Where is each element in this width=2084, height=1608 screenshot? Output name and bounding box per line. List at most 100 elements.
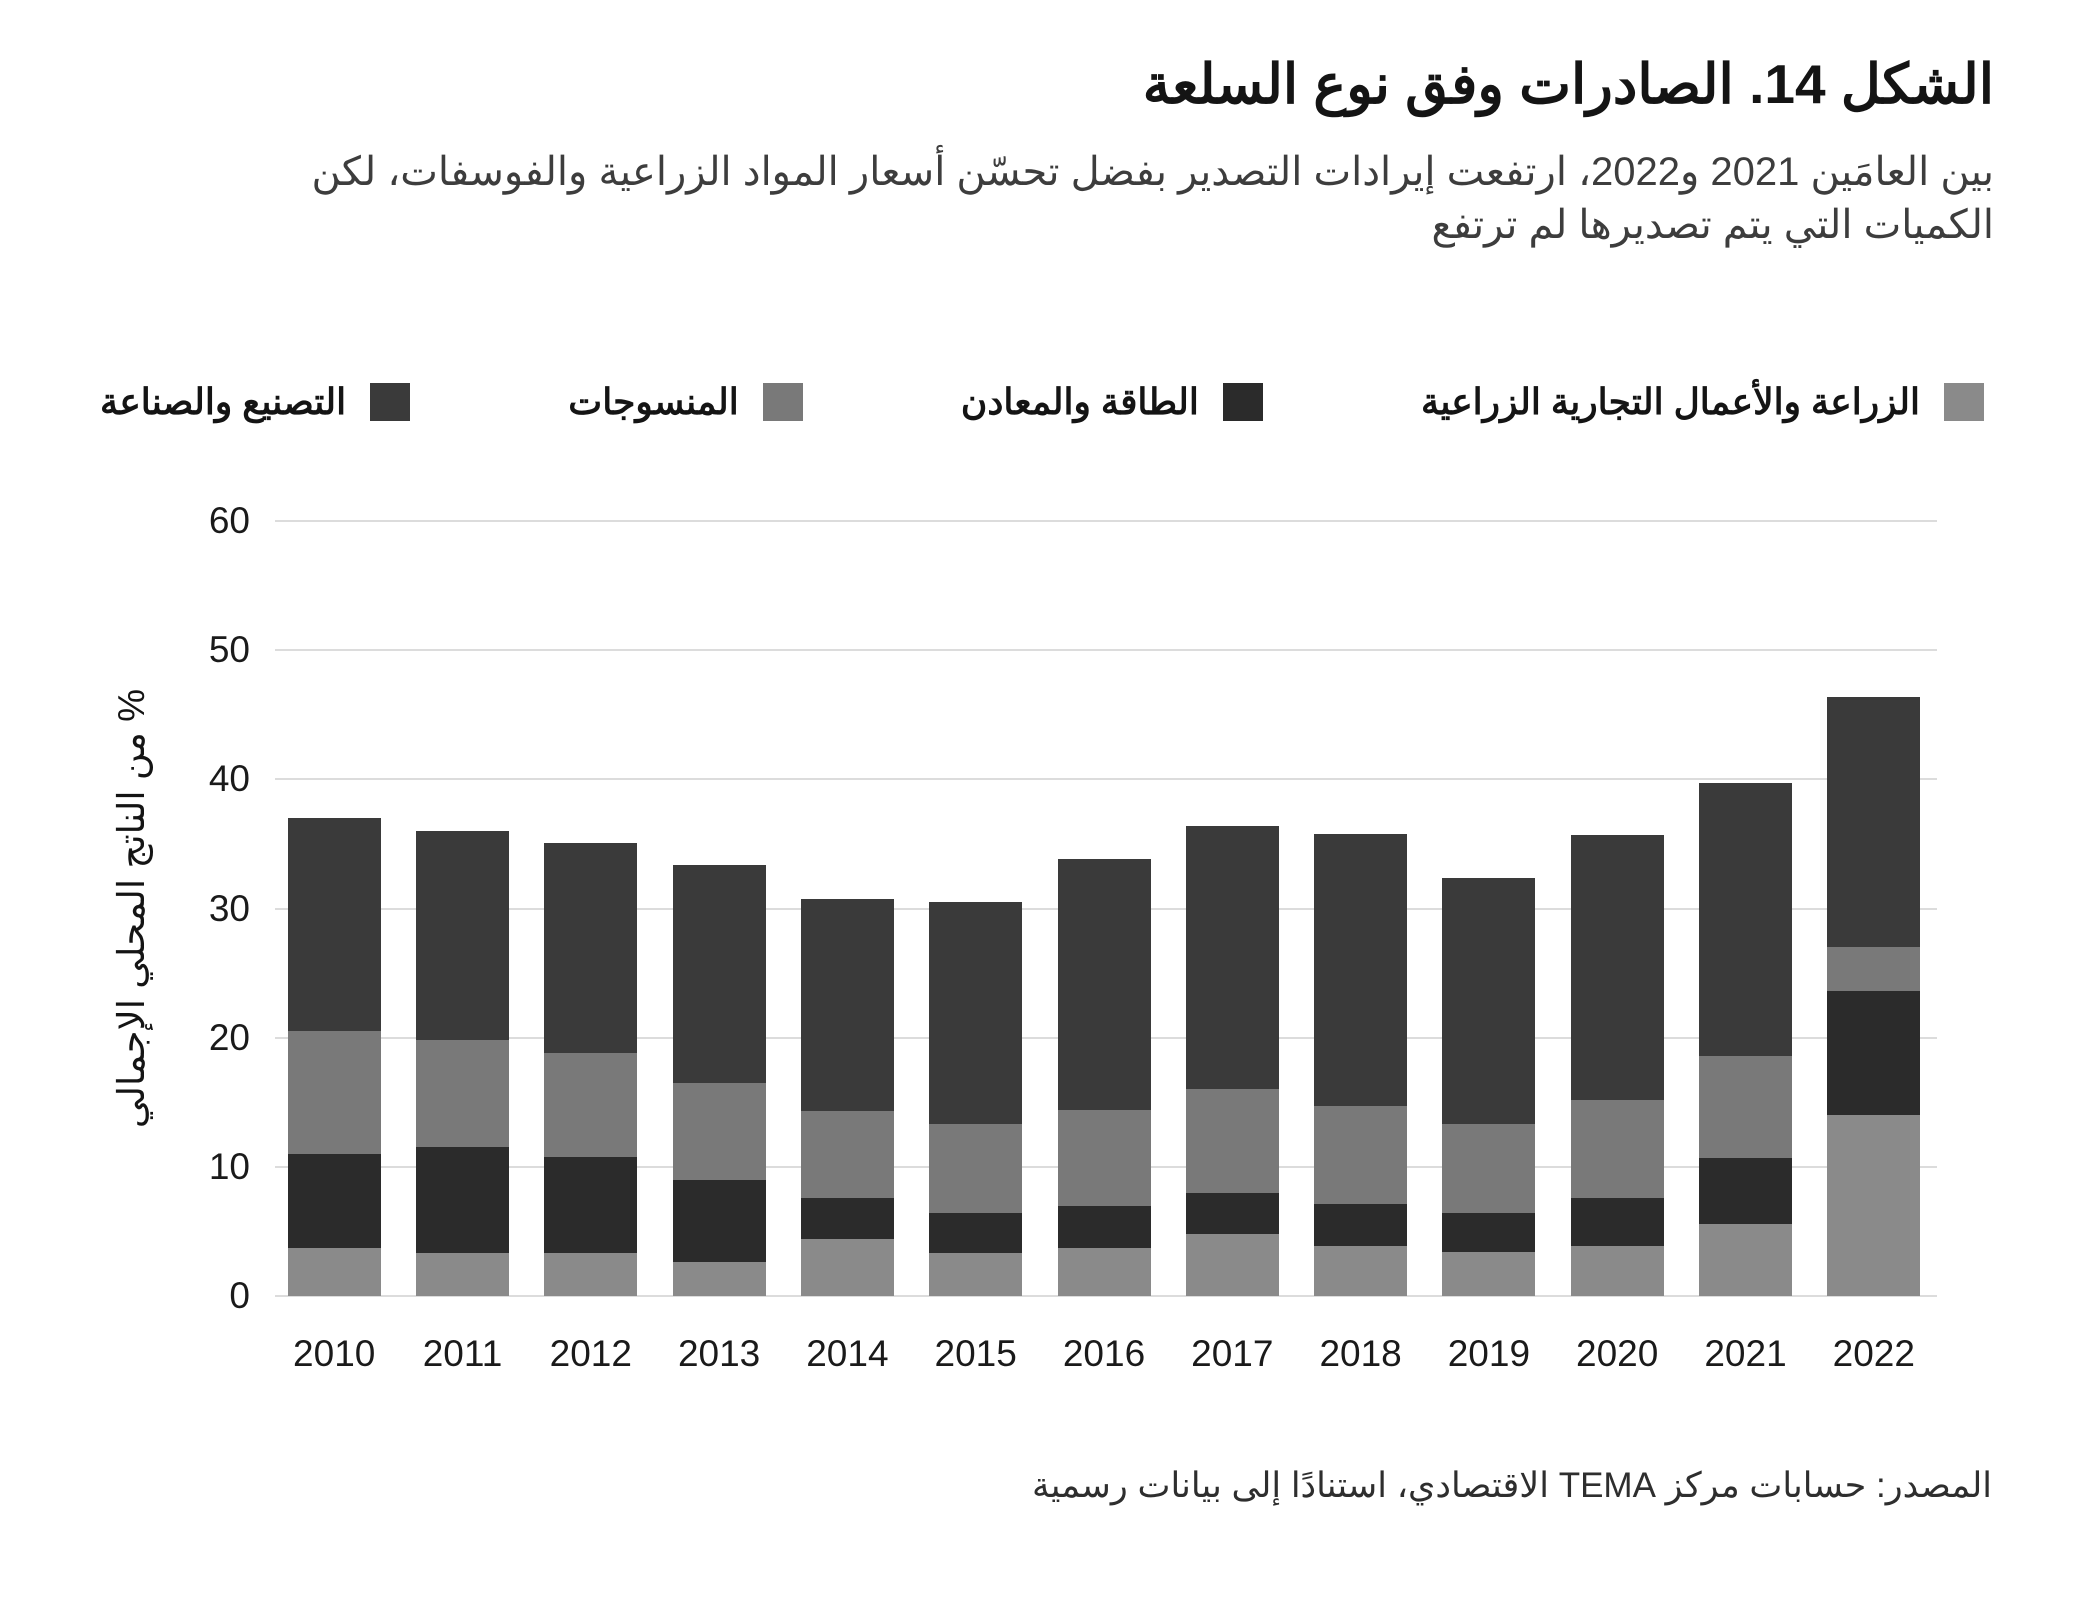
bar-segment-manufacturing-2022 [1827, 696, 1921, 948]
x-axis-tick-label-2018: 2018 [1319, 1333, 1402, 1374]
x-axis-tick-label-2021: 2021 [1704, 1333, 1787, 1374]
bar-segment-energy-minerals-2010 [287, 1153, 381, 1249]
bar-segment-energy-minerals-2020 [1570, 1197, 1664, 1246]
gridline-y-40 [275, 778, 1937, 781]
legend-label-textiles: المنسوجات [568, 381, 739, 422]
bar-2022 [1827, 696, 1921, 1296]
x-axis-tick-label-2020: 2020 [1576, 1333, 1659, 1374]
x-axis-tick-label-2014: 2014 [806, 1333, 889, 1374]
bar-segment-agriculture-2010 [287, 1248, 381, 1296]
bar-segment-agriculture-2018 [1314, 1245, 1408, 1296]
x-axis-tick-label-2013: 2013 [677, 1333, 761, 1374]
bar-segment-energy-minerals-2016 [1057, 1205, 1151, 1249]
bar-2020 [1570, 834, 1664, 1296]
bar-segment-textiles-2019 [1442, 1124, 1536, 1214]
bar-segment-textiles-2020 [1570, 1099, 1664, 1198]
bar-segment-manufacturing-2017 [1185, 825, 1279, 1090]
bar-segment-energy-minerals-2017 [1185, 1192, 1279, 1234]
legend-item-agriculture: الزراعة والأعمال التجارية الزراعية [1421, 381, 1984, 423]
x-axis-tick-label-2022: 2022 [1832, 1333, 1915, 1374]
bar-segment-textiles-2021 [1699, 1055, 1792, 1158]
legend-item-manufacturing: التصنيع والصناعة [100, 381, 411, 423]
bar-segment-agriculture-2019 [1442, 1252, 1536, 1296]
bar-segment-agriculture-2015 [929, 1253, 1023, 1296]
bar-segment-energy-minerals-2019 [1442, 1213, 1536, 1253]
bar-2011 [416, 831, 509, 1296]
bar-segment-manufacturing-2020 [1570, 834, 1664, 1100]
legend-swatch-energy-minerals [1222, 383, 1263, 421]
bar-segment-agriculture-2020 [1570, 1245, 1664, 1296]
bar-segment-agriculture-2017 [1185, 1234, 1279, 1296]
legend: الزراعة والأعمال التجارية الزراعية الطاقة… [100, 381, 1984, 423]
bar-segment-agriculture-2022 [1827, 1115, 1921, 1296]
y-axis-tick-label-0: 0 [229, 1275, 250, 1316]
bar-segment-textiles-2015 [929, 1124, 1023, 1214]
bar-2018 [1314, 833, 1408, 1296]
bar-segment-energy-minerals-2014 [800, 1197, 894, 1240]
y-axis-tick-label-40: 40 [208, 758, 250, 800]
bar-segment-energy-minerals-2021 [1699, 1157, 1792, 1224]
legend-item-textiles: المنسوجات [568, 381, 803, 423]
x-axis-tick-label-2012: 2012 [549, 1333, 632, 1374]
bar-2010 [287, 818, 381, 1296]
bar-segment-textiles-2014 [800, 1111, 894, 1198]
bar-segment-manufacturing-2014 [800, 899, 894, 1112]
gridline-y-50 [275, 649, 1937, 652]
bar-segment-textiles-2022 [1827, 947, 1921, 992]
bar-segment-agriculture-2013 [672, 1262, 766, 1296]
bar-segment-energy-minerals-2013 [672, 1179, 766, 1263]
x-axis-tick-label-2010: 2010 [293, 1333, 376, 1374]
bar-segment-agriculture-2014 [800, 1239, 894, 1296]
bar-segment-textiles-2010 [287, 1031, 381, 1154]
bar-segment-energy-minerals-2018 [1314, 1204, 1408, 1246]
bar-2021 [1699, 783, 1792, 1296]
bar-segment-agriculture-2021 [1699, 1223, 1792, 1296]
y-axis-tick-label-10: 10 [208, 1145, 250, 1187]
bar-segment-manufacturing-2015 [929, 902, 1023, 1125]
bar-segment-manufacturing-2018 [1314, 833, 1408, 1107]
bar-segment-agriculture-2012 [544, 1253, 638, 1296]
legend-label-energy-minerals: الطاقة والمعادن [960, 381, 1199, 422]
legend-label-agriculture: الزراعة والأعمال التجارية الزراعية [1421, 381, 1920, 422]
bar-segment-textiles-2018 [1314, 1106, 1408, 1205]
figure-title: الشكل 14. الصادرات وفق نوع السلعة [1142, 53, 1994, 115]
y-axis-tick-label-30: 30 [208, 887, 250, 929]
bar-segment-manufacturing-2019 [1442, 877, 1536, 1125]
x-axis-tick-label-2016: 2016 [1062, 1333, 1146, 1374]
figure-subtitle: بين العامَين 2021 و2022، ارتفعت إيرادات … [311, 150, 1994, 248]
bar-segment-manufacturing-2016 [1057, 859, 1151, 1111]
legend-label-manufacturing: التصنيع والصناعة [100, 381, 347, 422]
y-axis-tick-label-20: 20 [208, 1016, 250, 1058]
bar-segment-energy-minerals-2015 [929, 1213, 1023, 1254]
x-axis-tick-label-2019: 2019 [1447, 1333, 1531, 1374]
bar-segment-textiles-2017 [1185, 1089, 1279, 1193]
bar-segment-manufacturing-2011 [416, 831, 509, 1041]
legend-swatch-textiles [762, 383, 803, 421]
legend-item-energy-minerals: الطاقة والمعادن [961, 381, 1263, 423]
bar-segment-energy-minerals-2012 [544, 1156, 638, 1254]
bar-2012 [544, 842, 638, 1296]
bar-segment-textiles-2013 [672, 1082, 766, 1180]
bar-2015 [929, 902, 1023, 1296]
bar-segment-manufacturing-2013 [672, 864, 766, 1083]
bar-segment-textiles-2016 [1057, 1110, 1151, 1206]
bar-2014 [800, 899, 894, 1296]
bar-segment-energy-minerals-2011 [416, 1147, 509, 1254]
gridline-y-0 [275, 1295, 1937, 1297]
bar-segment-agriculture-2016 [1057, 1248, 1151, 1296]
gridline-y-60 [275, 520, 1937, 522]
bar-segment-textiles-2012 [544, 1053, 638, 1157]
bar-segment-manufacturing-2021 [1699, 783, 1792, 1056]
bar-segment-textiles-2011 [416, 1040, 509, 1148]
bar-2016 [1057, 859, 1151, 1296]
bar-segment-manufacturing-2012 [544, 842, 638, 1054]
chart-plot-area: 0 10 20 30 40 50 60 2010 2011 2012 2013 2014 2015 201… [209, 500, 1937, 1374]
bar-segment-energy-minerals-2022 [1827, 991, 1921, 1116]
bar-2013 [672, 864, 766, 1296]
bar-2017 [1185, 825, 1279, 1296]
y-axis-tick-label-60: 60 [208, 500, 250, 541]
bar-2019 [1442, 877, 1536, 1296]
legend-swatch-manufacturing [370, 383, 411, 421]
bar-segment-manufacturing-2010 [287, 818, 381, 1032]
